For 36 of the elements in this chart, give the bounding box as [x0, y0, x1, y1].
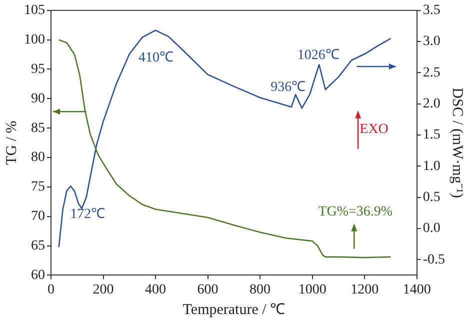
x-tick-label: 1400 [402, 282, 431, 298]
y2-tick-label: -0.5 [422, 252, 446, 268]
x-axis-title: Temperature / ℃ [182, 302, 286, 318]
y2-tick-label: 2.5 [422, 65, 440, 80]
y-tick-label: 85 [31, 120, 45, 136]
annotation: EXO [360, 122, 388, 138]
y2-tick-label: 3.0 [422, 34, 440, 50]
x-tick-label: 800 [250, 282, 271, 298]
y2-tick-label: 0.0 [422, 221, 440, 236]
y-tick-label: 75 [31, 180, 45, 195]
x-tick-label: 600 [197, 282, 218, 298]
y-tick-label: 100 [24, 32, 45, 48]
y2-axis-title: DSC / (mW·mg⁻¹) [449, 88, 466, 198]
y2-tick-label: 2.0 [422, 96, 440, 112]
annotation: 410℃ [138, 50, 174, 66]
x-tick-label: 1200 [350, 282, 379, 298]
x-tick-label: 1000 [298, 282, 326, 298]
x-tick-label: 0 [48, 282, 54, 298]
y-tick-label: 80 [31, 150, 45, 166]
y-tick-label: 70 [31, 209, 45, 224]
annotation: 172℃ [70, 206, 106, 222]
y-tick-label: 65 [31, 238, 45, 254]
y2-tick-label: 3.5 [422, 3, 440, 18]
y-tick-label: 60 [31, 268, 45, 283]
y-tick-label: 90 [31, 91, 45, 106]
x-tick-label: 400 [145, 282, 166, 298]
annotation: TG%=36.9% [318, 204, 393, 220]
y2-tick-label: 1.5 [422, 128, 440, 143]
y2-tick-label: 0.5 [422, 190, 440, 205]
y-tick-label: 95 [31, 62, 45, 77]
y2-tick-label: 1.0 [422, 158, 440, 174]
x-tick-label: 200 [92, 282, 114, 298]
y-axis-title: TG / % [4, 120, 20, 165]
annotation: 1026℃ [297, 48, 340, 64]
y-tick-label: 105 [24, 3, 45, 18]
annotation: 936℃ [270, 80, 306, 95]
